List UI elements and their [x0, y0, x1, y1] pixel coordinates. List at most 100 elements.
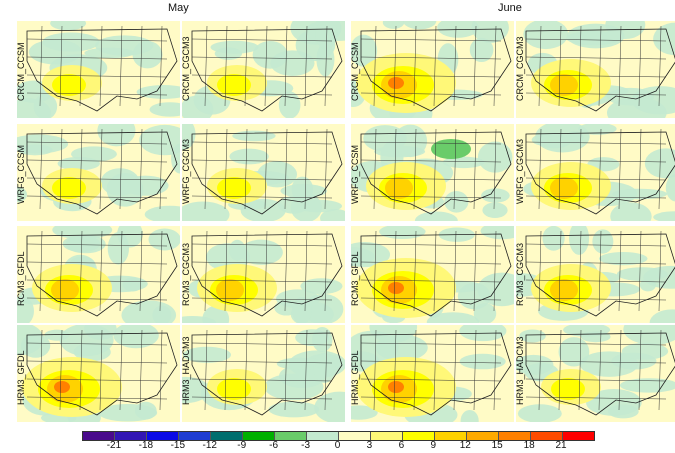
anomaly-patch — [369, 325, 418, 343]
colorbar-bin — [499, 432, 531, 440]
anomaly-patch — [214, 47, 243, 60]
anomaly-patch — [580, 331, 611, 343]
anomaly-patch — [565, 131, 584, 145]
anomaly-patch — [592, 229, 614, 254]
anomaly-patch — [653, 211, 675, 221]
colorbar-bin — [403, 432, 435, 440]
anomaly-patch — [426, 312, 480, 323]
anomaly-patch — [621, 342, 669, 360]
coastline — [26, 233, 178, 317]
anomaly-patch — [550, 279, 578, 301]
anomaly-patch — [84, 47, 135, 59]
anomaly-patch — [388, 77, 404, 89]
anomaly-patch — [414, 211, 458, 221]
panel-label: RCM3_GFDL — [350, 251, 360, 306]
map-panel — [351, 124, 514, 221]
colorbar-tick-label: -9 — [237, 440, 247, 451]
panel-label: RCM3_CGCM3 — [181, 242, 191, 306]
anomaly-patch — [113, 325, 159, 349]
colorbar-bin — [179, 432, 211, 440]
anomaly-patch — [314, 391, 345, 422]
map-panel — [182, 21, 345, 118]
colorbar-tick-label: -21 — [106, 440, 122, 451]
panel-label: HRM3_HADCM3 — [515, 336, 525, 405]
panel-label: RCM3_GFDL — [16, 251, 26, 306]
anomaly-patch — [523, 21, 569, 50]
map-panel — [351, 226, 514, 323]
anomaly-patch — [17, 295, 34, 323]
anomaly-patch — [623, 325, 675, 345]
map-panel — [182, 325, 345, 422]
anomaly-patch — [471, 21, 509, 44]
anomaly-patch — [182, 201, 230, 221]
anomaly-patch — [550, 177, 578, 199]
panel-label: WRFG_CCSM — [350, 145, 360, 204]
anomaly-patch — [578, 124, 617, 135]
anomaly-patch — [313, 352, 336, 384]
anomaly-patch — [616, 267, 668, 282]
panel-label: HRM3_HADCM3 — [181, 336, 191, 405]
map-panel — [182, 124, 345, 221]
coastline — [26, 332, 178, 416]
colorbar-tick-label: 0 — [334, 440, 341, 451]
anomaly-patch — [232, 130, 276, 142]
map-panel — [351, 325, 514, 422]
coastline — [191, 28, 343, 112]
anomaly-patch — [84, 325, 117, 340]
anomaly-patch — [148, 228, 180, 251]
anomaly-patch — [268, 401, 320, 418]
anomaly-patch — [132, 41, 163, 69]
map-panel — [17, 325, 180, 422]
colorbar-bin — [371, 432, 403, 440]
coastline — [360, 233, 512, 317]
anomaly-patch — [379, 226, 426, 240]
colorbar-tick-label: -3 — [301, 440, 311, 451]
panel-label: WRFG_CCSM — [16, 145, 26, 204]
anomaly-patch — [610, 202, 652, 221]
coastline — [525, 233, 675, 317]
anomaly-patch — [144, 205, 180, 221]
map-panel — [516, 325, 675, 422]
anomaly-patch — [97, 124, 136, 147]
anomaly-patch — [649, 309, 675, 323]
anomaly-patch — [382, 21, 405, 29]
colorbar-tick-label: 12 — [459, 440, 471, 451]
coastline — [525, 28, 675, 112]
anomaly-patch — [315, 21, 338, 49]
anomaly-patch — [516, 354, 554, 375]
anomaly-patch — [351, 34, 378, 67]
anomaly-patch — [17, 325, 44, 356]
month-title-may: May — [168, 2, 189, 14]
anomaly-patch — [316, 42, 335, 77]
anomaly-patch — [444, 191, 469, 213]
map-panel — [17, 21, 180, 118]
anomaly-patch — [229, 148, 269, 165]
anomaly-patch — [216, 279, 244, 301]
anomaly-patch — [569, 226, 590, 255]
anomaly-patch — [17, 134, 69, 154]
coastline — [26, 28, 178, 112]
anomaly-patch — [278, 91, 301, 118]
colorbar-bin — [243, 432, 275, 440]
anomaly-patch — [480, 226, 514, 240]
anomaly-patch — [393, 124, 428, 158]
colorbar-tick-label: -6 — [269, 440, 279, 451]
anomaly-patch — [665, 174, 675, 202]
map-panel — [182, 226, 345, 323]
colorbar-tick-label: 3 — [366, 440, 373, 451]
panel-label: CRCM_CGCM3 — [181, 36, 191, 101]
colorbar-bin — [275, 432, 307, 440]
anomaly-patch — [280, 184, 328, 198]
coastline — [360, 28, 512, 112]
panel-label: HRM3_GFDL — [16, 350, 26, 405]
anomaly-patch — [121, 300, 177, 323]
anomaly-patch — [579, 351, 639, 377]
anomaly-patch — [239, 239, 283, 265]
colorbar-bin — [563, 432, 594, 440]
anomaly-patch — [537, 132, 572, 149]
panel-label: CRCM_CGCM3 — [515, 36, 525, 101]
coastline — [191, 233, 343, 317]
anomaly-patch — [51, 279, 79, 301]
colorbar — [82, 431, 595, 441]
colorbar-tick-label: -15 — [170, 440, 186, 451]
